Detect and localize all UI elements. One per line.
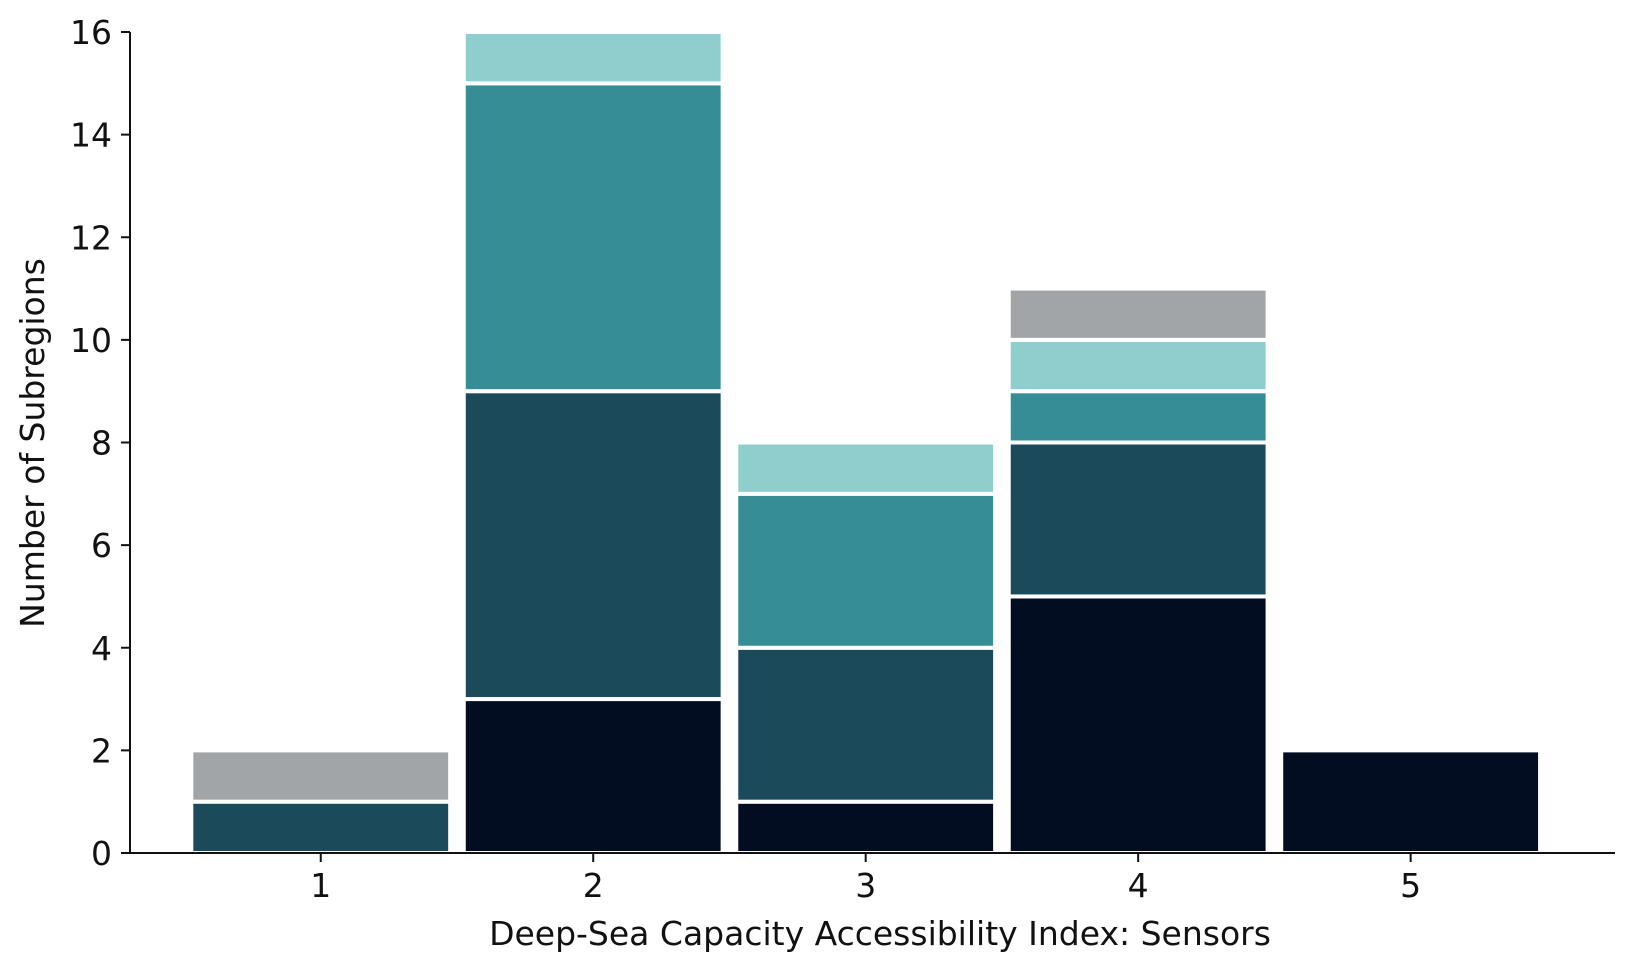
y-tick-label-14: 14 — [70, 116, 112, 155]
bar-segment-1-series-2 — [189, 799, 453, 855]
bars-layer — [189, 30, 1543, 855]
y-tick-label-8: 8 — [91, 424, 112, 463]
y-tick-label-12: 12 — [70, 218, 112, 257]
bar-segment-3-series-4 — [734, 440, 998, 496]
bar-segment-4-series-4 — [1006, 337, 1270, 394]
y-tick-label-6: 6 — [91, 526, 112, 565]
bar-segment-2-series-2 — [461, 389, 725, 702]
x-axis: 1 2 3 4 5 — [130, 852, 1615, 905]
bar-segment-3-series-3 — [734, 491, 998, 650]
bar-segment-4-series-5 — [1006, 286, 1270, 342]
bar-segment-2-series-1 — [461, 697, 725, 855]
y-tick-label-2: 2 — [91, 731, 112, 770]
x-tick-label-2: 2 — [583, 866, 604, 905]
x-tick-label-1: 1 — [310, 866, 331, 905]
x-tick-label-4: 4 — [1128, 866, 1149, 905]
y-tick-label-4: 4 — [91, 629, 112, 668]
y-tick-label-16: 16 — [70, 13, 112, 52]
x-tick-label-3: 3 — [855, 866, 876, 905]
x-tick-label-5: 5 — [1400, 866, 1421, 905]
x-axis-label: Deep-Sea Capacity Accessibility Index: S… — [489, 914, 1271, 953]
bar-segment-1-series-5 — [189, 748, 453, 804]
y-tick-label-0: 0 — [91, 834, 112, 873]
bar-segment-4-series-3 — [1006, 389, 1270, 445]
bar-segment-2-series-4 — [461, 30, 725, 86]
bar-segment-3-series-2 — [734, 645, 998, 804]
bar-segment-5-series-1 — [1279, 748, 1543, 855]
y-tick-label-10: 10 — [70, 321, 112, 360]
bar-segment-4-series-2 — [1006, 440, 1270, 599]
y-axis-label: Number of Subregions — [13, 258, 52, 628]
y-axis: 0 2 4 6 8 10 12 14 16 — [70, 13, 131, 873]
bar-segment-4-series-1 — [1006, 594, 1270, 855]
bar-segment-2-series-3 — [461, 81, 725, 394]
bar-segment-3-series-1 — [734, 799, 998, 855]
